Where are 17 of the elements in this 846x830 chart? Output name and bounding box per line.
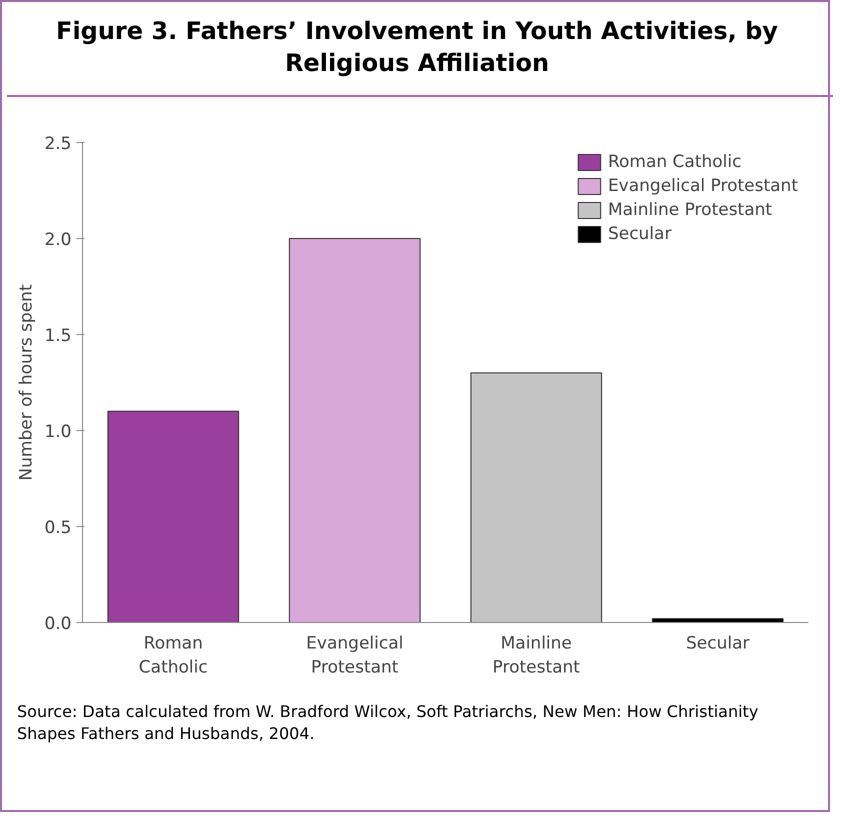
x-tick-label: Secular (686, 634, 750, 654)
legend-label: Evangelical Protestant (608, 176, 798, 196)
legend-label: Roman Catholic (608, 152, 742, 172)
y-tick-label: 0.0 (44, 614, 72, 634)
legend-label: Secular (608, 224, 672, 244)
y-tick-label: 0.5 (44, 518, 72, 538)
y-tick-label: 2.0 (44, 230, 72, 250)
y-tick-label: 1.0 (44, 422, 72, 442)
source-note: Source: Data calculated from W. Bradford Wilcox, Soft Patriarchs, New Men: How Christianity Shapes Fathers and Husbands, 2004. (17, 701, 760, 746)
chart-title: Figure 3. Fathers’ Involvement in Youth Activities, by Religious Affiliation (55, 16, 779, 80)
x-tick-label: Evangelical Protestant (306, 634, 404, 678)
y-axis-title: Number of hours spent (16, 284, 36, 481)
x-tick-label: Mainline Protestant (492, 634, 580, 678)
x-tick-label: Roman Catholic (138, 634, 208, 678)
legend-label: Mainline Protestant (608, 200, 772, 220)
y-tick-label: 2.5 (44, 134, 72, 154)
y-tick-label: 1.5 (44, 326, 72, 346)
